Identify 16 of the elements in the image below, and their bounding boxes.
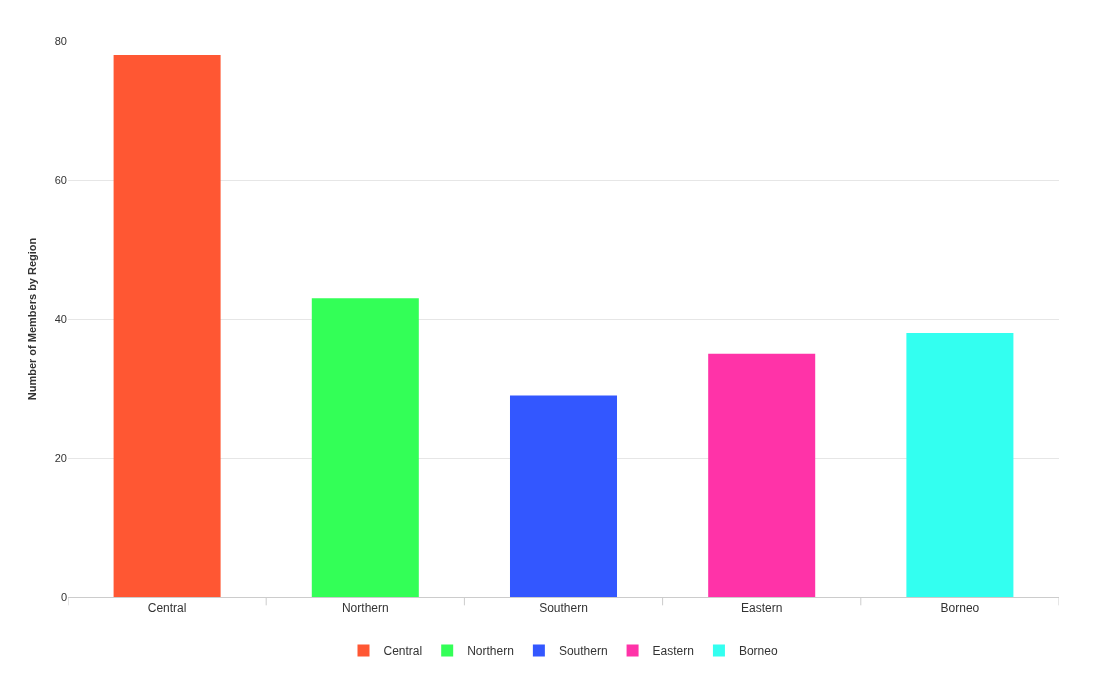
- y-tick-label: 0: [60, 590, 67, 603]
- y-tick-label: 80: [54, 34, 67, 47]
- legend-label: Central: [383, 644, 423, 659]
- y-tick-label: 20: [54, 451, 67, 464]
- y-tick-label: 60: [54, 173, 67, 186]
- x-tick-label: Northern: [341, 601, 389, 616]
- x-tick-label: Borneo: [940, 601, 980, 616]
- legend-label: Borneo: [738, 644, 778, 659]
- y-tick-label: 40: [54, 312, 67, 325]
- legend-label: Northern: [467, 644, 514, 659]
- x-tick-label: Central: [147, 601, 187, 616]
- x-tick-label: Southern: [539, 601, 588, 616]
- legend-label: Southern: [558, 644, 608, 659]
- legend-label: Eastern: [652, 644, 694, 659]
- x-tick-label: Eastern: [741, 601, 783, 616]
- y-axis-title: Number of Members by Region: [26, 237, 39, 401]
